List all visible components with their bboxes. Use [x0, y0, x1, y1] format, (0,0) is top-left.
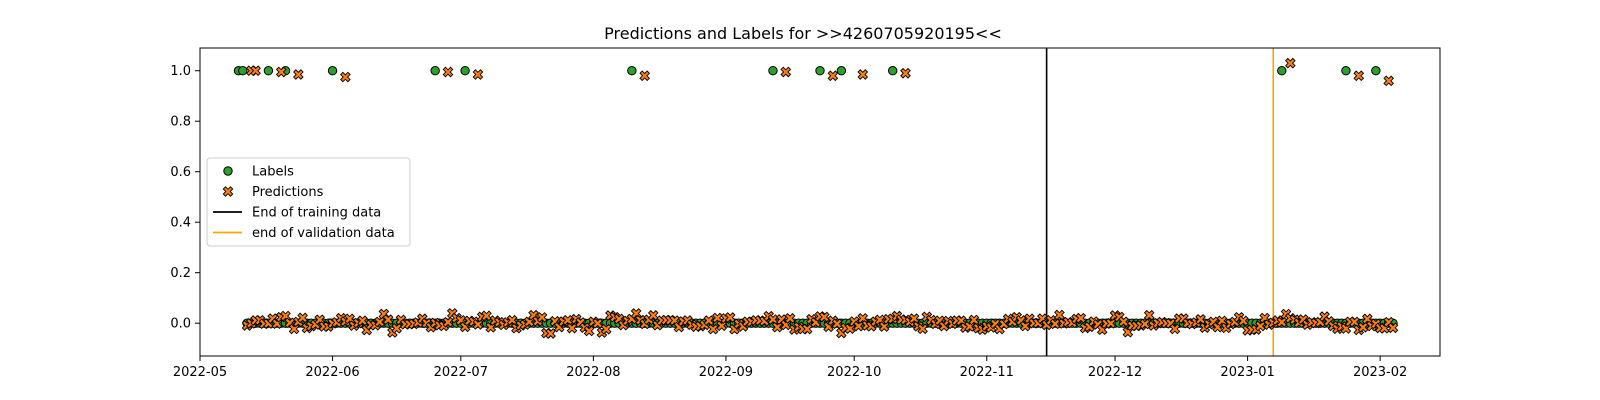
- prediction-point: [900, 67, 911, 79]
- y-tick-label: 0.0: [170, 317, 191, 332]
- legend-marker-labels: [223, 166, 233, 176]
- label-point: [1341, 66, 1351, 76]
- prediction-point: [1285, 57, 1296, 69]
- label-point: [887, 66, 898, 76]
- prediction-point: [442, 66, 454, 78]
- prediction-point: [536, 312, 548, 323]
- prediction-point: [1075, 312, 1087, 324]
- prediction-point: [382, 314, 394, 325]
- baseline-markers: [241, 308, 1399, 339]
- prediction-point: [908, 313, 920, 324]
- label-point: [836, 66, 847, 76]
- prediction-point: [1276, 316, 1288, 328]
- y-tick-label: 0.6: [170, 165, 191, 180]
- x-tick-label: 2022-11: [960, 365, 1014, 380]
- prediction-point: [878, 321, 890, 332]
- prediction-point: [297, 312, 308, 324]
- label-point: [815, 66, 825, 76]
- data-points: [233, 57, 1395, 87]
- x-tick-label: 2023-02: [1353, 365, 1407, 380]
- prediction-point: [1105, 318, 1117, 329]
- prediction-point: [857, 313, 869, 324]
- prediction-point: [801, 323, 813, 335]
- label-point: [263, 66, 274, 76]
- prediction-point: [716, 320, 727, 332]
- legend-label: end of validation data: [252, 226, 395, 241]
- prediction-point: [275, 66, 287, 78]
- y-axis: 0.0 0.2 0.4 0.6 0.8 1.0: [170, 64, 200, 332]
- prediction-point: [968, 314, 980, 326]
- legend: Labels Predictions End of training data end…: [206, 157, 411, 247]
- prediction-point: [391, 323, 403, 334]
- y-tick-label: 1.0: [170, 64, 191, 79]
- label-point: [627, 66, 637, 76]
- prediction-point: [780, 66, 792, 78]
- label-point: [768, 66, 778, 76]
- prediction-point: [917, 323, 928, 335]
- label-point: [460, 66, 470, 76]
- vertical-lines: [1045, 48, 1275, 356]
- legend-label: End of training data: [252, 206, 381, 221]
- prediction-point: [600, 323, 612, 335]
- y-tick-label: 0.4: [170, 216, 191, 231]
- prediction-point: [1019, 320, 1031, 332]
- x-tick-label: 2022-07: [434, 365, 488, 380]
- plot-frame: [199, 47, 1441, 357]
- legend-marker-predictions: [222, 186, 234, 197]
- prediction-point: [1237, 315, 1249, 327]
- x-tick-label: 2022-10: [827, 365, 881, 380]
- prediction-point: [639, 70, 651, 82]
- legend-label: Predictions: [252, 185, 324, 200]
- prediction-point: [472, 319, 484, 330]
- label-point: [327, 66, 338, 76]
- prediction-point: [1143, 309, 1155, 321]
- y-tick-label: 0.8: [170, 115, 191, 130]
- x-axis: 2022-05 2022-06 2022-07 2022-08 2022-09 2022-…: [173, 356, 1407, 380]
- prediction-point: [1169, 323, 1181, 335]
- prediction-point: [707, 323, 719, 335]
- prediction-point: [545, 328, 556, 339]
- label-point: [238, 66, 248, 76]
- prediction-point: [703, 315, 715, 326]
- prediction-point: [1054, 309, 1065, 321]
- prediction-point: [857, 69, 869, 80]
- prediction-point: [771, 321, 783, 333]
- prediction-point: [1383, 75, 1395, 87]
- x-tick-label: 2023-01: [1220, 365, 1274, 380]
- x-tick-label: 2022-06: [305, 365, 359, 380]
- legend-label: Labels: [252, 165, 294, 180]
- y-tick-label: 0.2: [170, 266, 191, 281]
- x-tick-label: 2022-08: [566, 365, 620, 380]
- prediction-point: [583, 325, 595, 337]
- x-tick-label: 2022-12: [1088, 365, 1142, 380]
- prediction-point: [827, 70, 839, 82]
- label-point: [1277, 66, 1287, 76]
- prediction-point: [340, 71, 351, 83]
- label-point: [430, 66, 440, 76]
- prediction-point: [784, 313, 796, 324]
- prediction-point: [250, 65, 261, 77]
- label-point: [1371, 66, 1381, 76]
- prediction-point: [374, 316, 385, 328]
- chart-title: Predictions and Labels for >>42607059201…: [604, 24, 1002, 43]
- prediction-point: [566, 322, 578, 334]
- x-tick-label: 2022-05: [173, 365, 227, 380]
- prediction-point: [472, 69, 484, 80]
- prediction-point: [442, 316, 454, 328]
- prediction-point: [293, 69, 304, 80]
- prediction-point: [1353, 70, 1365, 82]
- x-tick-label: 2022-09: [699, 365, 753, 380]
- legend-box: [206, 157, 411, 247]
- prediction-point: [1387, 322, 1399, 334]
